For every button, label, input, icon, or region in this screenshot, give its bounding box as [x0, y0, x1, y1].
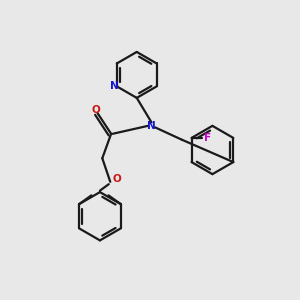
Text: N: N: [147, 121, 156, 131]
Text: O: O: [112, 174, 121, 184]
Text: O: O: [92, 105, 100, 115]
Text: N: N: [110, 81, 119, 92]
Text: F: F: [204, 133, 211, 143]
